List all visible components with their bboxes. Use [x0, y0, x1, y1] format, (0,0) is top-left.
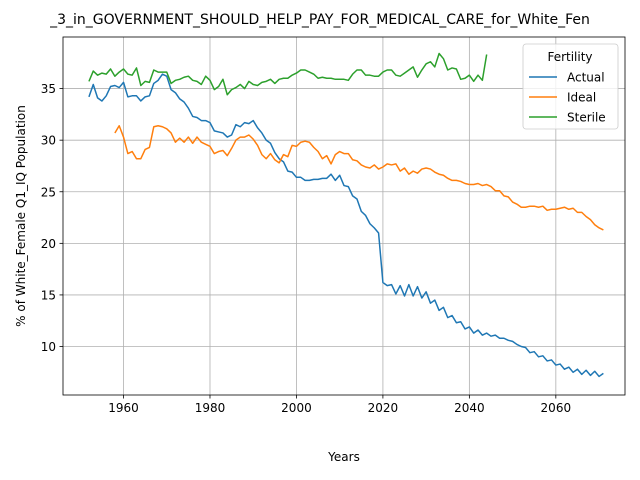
x-axis-ticks: 1960 1980 2000 2020 2040 2060	[108, 395, 571, 415]
y-tick-label: 30	[41, 134, 56, 148]
legend-label-actual: Actual	[567, 71, 605, 85]
x-tick-label: 1980	[195, 401, 226, 415]
y-tick-label: 20	[41, 237, 56, 251]
plot-area-frame	[62, 36, 626, 396]
chart-title: _3_in_GOVERNMENT_SHOULD_HELP_PAY_FOR_MED…	[49, 12, 590, 28]
y-tick-label: 10	[41, 340, 56, 354]
series-line-sterile	[88, 52, 488, 96]
y-tick-label: 35	[41, 82, 56, 96]
series-line-actual	[88, 73, 604, 378]
y-tick-label: 25	[41, 185, 56, 199]
legend-label-sterile: Sterile	[567, 111, 606, 125]
x-tick-label: 2020	[368, 401, 399, 415]
x-tick-label: 2060	[541, 401, 572, 415]
legend-box	[522, 43, 619, 130]
y-axis-ticks: 10 15 20 25 30 35	[41, 82, 63, 354]
legend-label-ideal: Ideal	[567, 91, 596, 105]
series-layer	[88, 52, 604, 378]
y-tick-label: 15	[41, 288, 56, 302]
x-axis-label: Years	[327, 450, 360, 464]
legend-items: Actual Ideal Sterile	[529, 71, 606, 125]
x-tick-label: 2000	[281, 401, 312, 415]
series-line-ideal	[114, 124, 604, 231]
legend-title: Fertility	[547, 50, 592, 64]
legend: Fertility Actual Ideal Sterile	[522, 43, 619, 130]
y-axis-label: % of White_Female Q1_IQ Population	[14, 105, 28, 327]
x-tick-label: 2040	[454, 401, 485, 415]
x-tick-label: 1960	[108, 401, 139, 415]
